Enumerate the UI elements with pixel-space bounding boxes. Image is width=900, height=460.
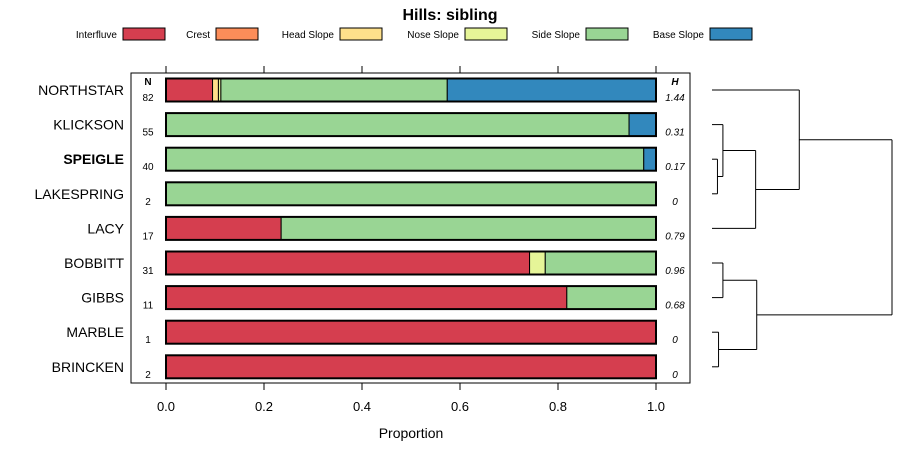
bars: [165, 77, 657, 380]
bar-group-northstar: [165, 77, 657, 103]
category-label-gibbs: GIBBS: [81, 290, 124, 306]
category-label-lakespring: LAKESPRING: [35, 186, 124, 202]
legend-swatch-crest: [215, 27, 259, 41]
bar-segment-klickson-base-slope: [628, 112, 657, 137]
plot-frame: [130, 72, 691, 384]
bar-group-bobbitt: [165, 250, 657, 276]
h-column-header: H: [671, 77, 679, 88]
bar-segment-northstar-base-slope: [446, 78, 657, 102]
category-label-marble: MARBLE: [66, 324, 124, 340]
bar-segment-speigle-base-slope: [643, 147, 657, 172]
bar-segment-lacy-interfluve: [165, 216, 282, 241]
bar-segment-lacy-side-slope: [280, 216, 657, 241]
legend-label-crest: Crest: [186, 30, 210, 41]
bar-group-klickson: [165, 112, 657, 138]
n-value-marble: 1: [145, 335, 151, 346]
bar-group-brincken: [165, 354, 657, 380]
bar-segment-gibbs-side-slope: [566, 285, 657, 310]
category-label-lacy: LACY: [87, 220, 124, 236]
n-value-lakespring: 2: [145, 197, 151, 208]
bar-segment-gibbs-interfluve: [165, 285, 568, 310]
n-column-header: N: [144, 77, 151, 88]
bar-segment-northstar-head-slope: [212, 78, 219, 102]
x-tick-label: 0.4: [353, 399, 371, 414]
bar-outline-speigle: [165, 146, 657, 172]
x-axis: 0.0 0.2 0.4 0.6 0.8 1.0: [157, 66, 665, 414]
bar-segment-bobbitt-nose-slope: [529, 251, 546, 275]
bar-segment-klickson-side-slope: [165, 112, 630, 137]
bar-segment-northstar-interfluve: [165, 78, 214, 102]
dendrogram: [712, 89, 893, 368]
bar-outline-brincken: [165, 354, 657, 380]
n-value-northstar: 82: [142, 93, 154, 104]
category-label-bobbitt: BOBBITT: [64, 255, 124, 271]
legend-label-nose-slope: Nose Slope: [407, 30, 459, 41]
x-tick-label: 1.0: [647, 399, 665, 414]
h-value-gibbs: 0.68: [665, 301, 685, 312]
h-value-speigle: 0.17: [665, 162, 685, 173]
bar-outline-klickson: [165, 112, 657, 138]
n-value-lacy: 17: [142, 231, 154, 242]
bar-segment-lakespring-side-slope: [165, 181, 657, 206]
h-value-northstar: 1.44: [665, 93, 685, 104]
x-tick-label: 0.0: [157, 399, 175, 414]
bar-outline-northstar: [165, 77, 657, 103]
h-value-lacy: 0.79: [665, 231, 685, 242]
bar-outline-lacy: [165, 215, 657, 241]
legend-swatch-head-slope: [339, 27, 383, 41]
x-tick-label: 0.8: [549, 399, 567, 414]
legend-swatch-interfluve: [122, 27, 166, 41]
legend-label-base-slope: Base Slope: [653, 30, 705, 41]
legend-label-interfluve: Interfluve: [76, 30, 118, 41]
bar-outline-marble: [165, 319, 657, 345]
bar-segment-brincken-interfluve: [165, 354, 657, 379]
n-value-bobbitt: 31: [142, 266, 154, 277]
bar-outline-bobbitt: [165, 250, 657, 276]
legend-label-side-slope: Side Slope: [532, 30, 581, 41]
bar-group-lakespring: [165, 181, 657, 207]
x-axis-title: Proportion: [379, 425, 444, 441]
category-label-northstar: NORTHSTAR: [38, 82, 124, 98]
category-label-brincken: BRINCKEN: [52, 359, 124, 375]
category-label-klickson: KLICKSON: [53, 117, 124, 133]
legend-swatch-nose-slope: [464, 27, 508, 41]
bar-outline-gibbs: [165, 285, 657, 311]
legend-label-head-slope: Head Slope: [282, 30, 335, 41]
chart-title: Hills: sibling: [402, 7, 497, 24]
bar-segment-northstar-side-slope: [220, 78, 448, 102]
h-value-lakespring: 0: [672, 197, 678, 208]
legend: Interfluve Crest Head Slope Nose Slope Side …: [76, 27, 753, 41]
bar-group-marble: [165, 319, 657, 345]
bar-outline-lakespring: [165, 181, 657, 207]
h-value-marble: 0: [672, 335, 678, 346]
n-value-brincken: 2: [145, 370, 151, 381]
bar-segment-bobbitt-side-slope: [544, 251, 657, 275]
h-value-klickson: 0.31: [665, 128, 684, 139]
bar-segment-bobbitt-interfluve: [165, 251, 531, 275]
x-tick-label: 0.6: [451, 399, 469, 414]
n-value-speigle: 40: [142, 162, 154, 173]
n-value-gibbs: 11: [143, 301, 154, 312]
h-value-bobbitt: 0.96: [665, 266, 685, 277]
n-value-klickson: 55: [142, 128, 154, 139]
bar-segment-speigle-side-slope: [165, 147, 645, 172]
category-labels: NORTHSTAR 82 1.44 KLICKSON 55 0.31 SPEIGLE 40 0.…: [35, 82, 686, 381]
legend-swatch-side-slope: [585, 27, 629, 41]
bar-group-lacy: [165, 215, 657, 241]
category-label-speigle: SPEIGLE: [63, 151, 124, 167]
legend-swatch-base-slope: [709, 27, 753, 41]
bar-group-gibbs: [165, 285, 657, 311]
bar-group-speigle: [165, 146, 657, 172]
h-value-brincken: 0: [672, 370, 678, 381]
bar-segment-marble-interfluve: [165, 320, 657, 345]
x-tick-label: 0.2: [255, 399, 273, 414]
